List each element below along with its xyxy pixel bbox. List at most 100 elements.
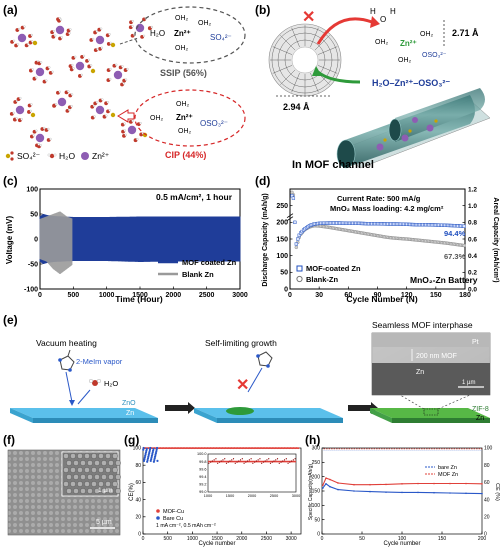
axis-break: [286, 216, 294, 221]
legend-zn-label: Zn²⁺: [92, 151, 110, 161]
data-point: [337, 482, 339, 484]
hydrogen-atom: [142, 34, 146, 38]
hydrogen-atom: [30, 103, 33, 106]
cage-strut: [317, 65, 338, 74]
legend-zn-icon: [81, 152, 89, 160]
mof-grain: [105, 481, 111, 487]
substrate-2: [194, 407, 343, 423]
mof-grain: [91, 481, 97, 487]
inset-pt-label: Pt: [472, 339, 479, 346]
hydrogen-atom: [48, 66, 51, 69]
legend-mofcu-swatch: [156, 509, 160, 513]
chart-c-note: 0.5 mA/cm², 1 hour: [156, 192, 233, 202]
inset-mof-label: 200 nm MOF: [416, 353, 457, 360]
hydrogen-atom: [80, 73, 83, 77]
chart-h: 0 50 100 150 2000501001502002503000204060801…: [312, 446, 493, 542]
inset-data-point: [236, 461, 238, 463]
mof-grain: [80, 488, 86, 494]
x-tick-label: 30: [315, 292, 323, 299]
zn-ion: [127, 125, 137, 135]
data-point: [322, 487, 324, 489]
mof-channel-icon: [336, 88, 491, 169]
ion-cluster: [90, 98, 116, 120]
step3-label: Seamless MOF interphase: [372, 320, 473, 330]
inset-y-tick-label: 99.8: [199, 460, 206, 464]
series-bare-cu: [142, 446, 159, 463]
data-point: [385, 483, 387, 486]
x-tick-label: 1000: [99, 292, 115, 299]
x-tick-label: 0: [38, 292, 42, 299]
chart-h-ylabel-right: CE (%): [494, 483, 500, 501]
sulfate-ion: [30, 112, 36, 118]
cip-label: CIP (44%): [165, 150, 206, 160]
inset-data-point: [248, 459, 250, 461]
data-point: [142, 448, 145, 451]
mof-grain: [87, 460, 93, 466]
chart-d-note2: MnO₂ Mass loading: 4.2 mg/cm²: [330, 204, 444, 213]
arrow-right-1-icon: [165, 402, 195, 414]
inset-data-point: [231, 459, 233, 461]
data-point: [293, 220, 297, 224]
data-point: [151, 451, 154, 454]
hydrogen-atom: [53, 34, 57, 37]
x-tick-label: 2000: [236, 536, 247, 542]
y-right-tick-label: 1.0: [468, 203, 477, 210]
mof-grain: [84, 453, 90, 459]
hydrogen-atom: [131, 25, 134, 28]
y-tick-label: 250: [276, 203, 288, 210]
hydrogen-atom: [68, 32, 71, 35]
ion-cluster: [106, 63, 129, 87]
data-point: [462, 243, 466, 248]
inset-data-point: [222, 459, 224, 461]
panel-e-letter: (e): [3, 313, 18, 327]
zn-ion: [15, 105, 25, 115]
vapor-label: 2-MeIm vapor: [76, 357, 123, 366]
cip-top-oso3: OSO₃²⁻: [422, 52, 447, 59]
mof-grain: [101, 460, 107, 466]
y-right-tick-label: 80: [484, 463, 490, 469]
ion-cluster: [68, 54, 96, 78]
chart-h-ylabel-left: Specific Capacity(mAh/g): [308, 464, 314, 520]
y-tick-label: 60: [135, 480, 141, 486]
x-tick-label: 3000: [232, 292, 248, 299]
hydrogen-atom: [60, 36, 63, 39]
data-point: [144, 452, 147, 456]
data-point: [155, 450, 158, 453]
hydrogen-atom: [71, 63, 74, 67]
y-tick-label: 0: [138, 532, 141, 538]
series-mof-coated-zn: [290, 194, 466, 246]
mof-grain: [70, 481, 76, 487]
cage-strut: [280, 69, 296, 85]
inset-x-tick-label: 2500: [270, 494, 278, 498]
series-bare-zn: [322, 483, 483, 495]
mof-grain: [112, 453, 118, 459]
x-tick-label: 0: [142, 536, 145, 542]
cip-oso3: OSO₃²⁻: [200, 119, 228, 128]
data-point: [149, 459, 152, 462]
hydrogen-atom: [72, 67, 75, 70]
mof-grain: [66, 474, 72, 480]
ssip-so4: SO₄²⁻: [210, 33, 232, 42]
y-right-tick-label: 0.2: [468, 270, 477, 277]
y-right-tick-label: 1.2: [468, 186, 477, 193]
hydrogen-atom: [12, 39, 16, 42]
panel-d: (d) 0 30 60 90 120 150 180 0 50 100 150 200 250 0.0 0.…: [255, 174, 499, 304]
mof-grain: [98, 481, 104, 487]
data-point: [153, 457, 156, 460]
cip-top-oh2-left: OH₂: [375, 39, 389, 46]
inset-data-point: [259, 458, 261, 460]
chart-g-legend: MOF-Cu Bare Cu 1 mA cm⁻², 0.5 mAh cm⁻²: [156, 509, 216, 529]
chart-d-xlabel: Cycle Number (N): [346, 294, 417, 304]
chart-c-legend: MOF coated Zn Blank Zn: [158, 258, 237, 279]
inset-data-point: [276, 458, 279, 460]
zn3-label: Zn: [476, 415, 484, 422]
inset-data-point: [247, 460, 249, 462]
y-right-tick-label: 40: [484, 497, 490, 503]
panel-e: (e) Vacuum heating 2-MeIm vapor H₂O ZnO …: [3, 313, 491, 423]
inset-data-point: [264, 460, 266, 462]
panel-a-letter: (a): [3, 3, 18, 17]
ion-cluster: [50, 17, 72, 41]
data-point: [329, 478, 331, 481]
inset-y-tick-label: 99.6: [199, 467, 206, 471]
zn-ion: [35, 67, 45, 77]
